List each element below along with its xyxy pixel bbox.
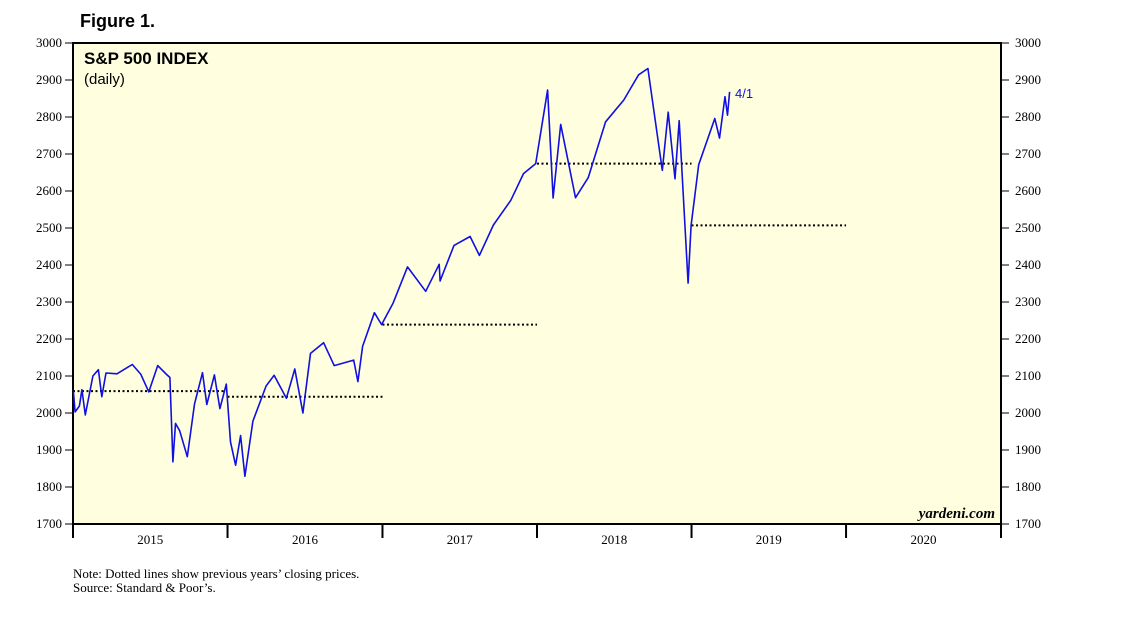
figure-label: Figure 1. — [80, 11, 156, 31]
x-tick-label: 2017 — [447, 532, 474, 547]
y-tick-label-right: 1900 — [1015, 442, 1041, 457]
y-tick-label-right: 2800 — [1015, 109, 1041, 124]
y-tick-label-left: 2100 — [36, 368, 62, 383]
sp500-series-line — [72, 67, 731, 478]
y-tick-label-left: 1700 — [36, 516, 62, 531]
watermark: yardeni.com — [917, 506, 995, 522]
y-tick-label-right: 1700 — [1015, 516, 1041, 531]
y-tick-label-left: 2900 — [36, 72, 62, 87]
y-tick-label-right: 2100 — [1015, 368, 1041, 383]
y-tick-label-right: 3000 — [1015, 35, 1041, 50]
footnote: Note: Dotted lines show previous years’ … — [73, 567, 359, 595]
y-tick-label-right: 2400 — [1015, 257, 1041, 272]
y-tick-label-left: 2400 — [36, 257, 62, 272]
y-tick-label-right: 2600 — [1015, 183, 1041, 198]
y-tick-label-right: 2300 — [1015, 294, 1041, 309]
y-tick-label-right: 2900 — [1015, 72, 1041, 87]
end-date-label: 4/1 — [735, 86, 753, 101]
y-tick-label-left: 1900 — [36, 442, 62, 457]
y-tick-label-left: 2800 — [36, 109, 62, 124]
y-tick-label-right: 2000 — [1015, 405, 1041, 420]
source-text: Source: Standard & Poor’s. — [73, 580, 216, 595]
y-tick-label-left: 2300 — [36, 294, 62, 309]
x-tick-label: 2018 — [601, 532, 627, 547]
y-tick-label-left: 3000 — [36, 35, 62, 50]
chart-subtitle: (daily) — [84, 71, 125, 88]
plot-area — [72, 42, 1002, 525]
y-tick-label-left: 2600 — [36, 183, 62, 198]
y-tick-label-right: 2500 — [1015, 220, 1041, 235]
y-axis-right: 1700 1800 1900 2000 2100 2200 2300 2400 2500 2600… — [1001, 35, 1041, 531]
y-tick-label-right: 1800 — [1015, 479, 1041, 494]
y-tick-label-left: 2700 — [36, 146, 62, 161]
x-tick-label: 2016 — [292, 532, 319, 547]
y-axis-left: 1700 1800 1900 2000 2100 2200 2300 2400 2500 2600… — [36, 35, 73, 531]
chart-title: S&P 500 INDEX — [84, 49, 209, 68]
y-tick-label-right: 2200 — [1015, 331, 1041, 346]
y-tick-label-left: 2200 — [36, 331, 62, 346]
y-tick-label-right: 2700 — [1015, 146, 1041, 161]
x-tick-label: 2015 — [137, 532, 163, 547]
x-axis: 2015 2016 2017 2018 2019 2020 — [72, 524, 1002, 547]
y-tick-label-left: 1800 — [36, 479, 62, 494]
y-tick-label-left: 2500 — [36, 220, 62, 235]
note-text: Note: Dotted lines show previous years’ … — [73, 566, 360, 581]
series-group — [72, 67, 731, 478]
y-tick-label-left: 2000 — [36, 405, 62, 420]
x-tick-label: 2019 — [756, 532, 782, 547]
x-tick-label: 2020 — [911, 532, 937, 547]
